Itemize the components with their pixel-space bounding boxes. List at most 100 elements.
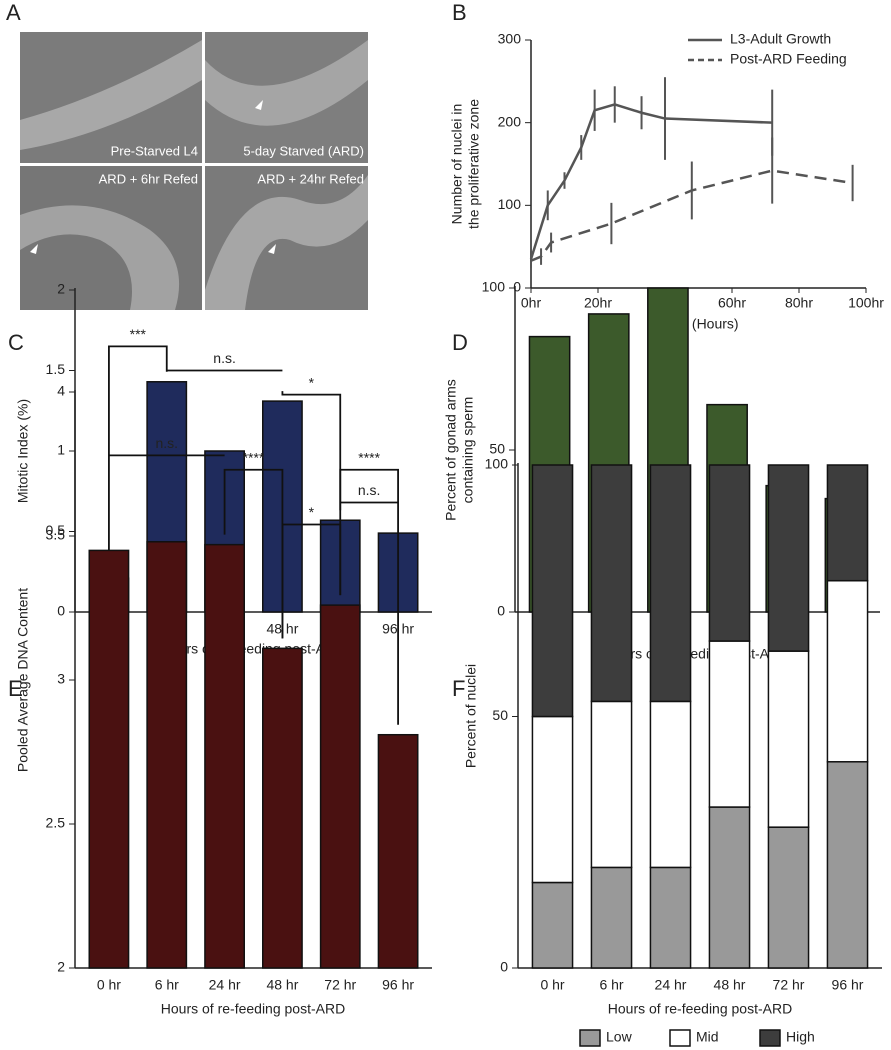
panel-letter: E: [8, 676, 23, 701]
y-tick-label: 0: [497, 603, 505, 619]
y-tick-label: 100: [485, 456, 509, 472]
worm: [20, 40, 202, 150]
y-tick-label: 2: [57, 959, 65, 975]
significance-label: n.s.: [358, 482, 381, 498]
worm: [205, 40, 368, 126]
bar-segment: [708, 806, 751, 969]
x-tick-label: 96 hr: [832, 977, 864, 993]
x-axis-label: Hours of re-feeding post-ARD: [161, 1001, 345, 1017]
x-axis-label: Hours of re-feeding post-ARD: [161, 641, 345, 657]
x-tick-label: 100hr: [848, 295, 884, 311]
x-tick-label: 96 hr: [382, 977, 414, 993]
significance-bracket: [339, 468, 399, 725]
y-tick-label: 2.5: [46, 815, 66, 831]
y-axis-label: Percent of gonad arms: [443, 379, 459, 521]
significance-label: ****: [243, 449, 265, 465]
bar-segment: [649, 464, 692, 703]
x-tick-label: 60hr: [718, 295, 746, 311]
x-tick-label: 48 hr: [266, 977, 298, 993]
panel-letter: A: [6, 0, 21, 25]
x-tick-label: 6 hr: [155, 977, 179, 993]
y-tick-label: 1: [57, 442, 65, 458]
x-tick-label: 0 hr: [540, 977, 564, 993]
y-tick-label: 50: [492, 707, 508, 723]
legend-label: Low: [606, 1029, 633, 1045]
caption: ARD + 6hr Refed: [99, 171, 198, 186]
bar-segment: [531, 464, 574, 718]
y-tick-label: 2: [57, 281, 65, 297]
bar-segment: [590, 464, 633, 703]
significance-label: n.s.: [155, 435, 178, 451]
y-tick-label: 200: [498, 113, 522, 129]
y-axis-label: Mitotic Index (%): [15, 399, 31, 503]
significance-label: *: [309, 504, 315, 520]
legend-label: High: [786, 1029, 815, 1045]
bar: [377, 733, 419, 969]
y-tick-label: 100: [482, 279, 506, 295]
significance-label: *: [309, 374, 315, 390]
y-tick-label: 3: [57, 671, 65, 687]
bar-segment: [826, 464, 869, 582]
caption: 5-day Starved (ARD): [243, 143, 364, 158]
bar: [204, 543, 245, 969]
bar-segment: [767, 464, 810, 652]
x-axis-label: Hours of re-feeding post-ARD: [608, 1001, 792, 1017]
caption: Pre-Starved L4: [111, 143, 198, 158]
bar-segment: [767, 650, 810, 828]
bar-segment: [590, 700, 633, 869]
caption: ARD + 24hr Refed: [257, 171, 364, 186]
micrographs: Pre-Starved L4 5-day Starved (ARD) ARD +…: [20, 32, 380, 310]
y-tick-label: 3.5: [46, 527, 66, 543]
y-tick-label: 300: [498, 31, 522, 47]
y-tick-label: 4: [57, 383, 65, 399]
bar-segment: [708, 640, 751, 808]
y-axis-label: Percent of nuclei: [463, 664, 479, 768]
bar: [88, 549, 130, 969]
bar-segment: [531, 715, 574, 884]
line: [530, 169, 853, 262]
significance-bracket: [281, 391, 342, 511]
y-tick-label: 0: [513, 279, 521, 295]
significance-label: ****: [358, 449, 380, 465]
y-tick-label: 100: [498, 196, 522, 212]
legend-label: Post-ARD Feeding: [730, 51, 847, 67]
legend-label: L3-Adult Growth: [730, 31, 831, 47]
y-tick-label: 0: [57, 603, 65, 619]
panel-letter: C: [8, 330, 24, 355]
y-axis-label: Pooled Average DNA Content: [15, 588, 31, 772]
y-axis-label: the proliferative zone: [466, 99, 482, 229]
bar-segment: [767, 826, 810, 969]
bar-segment: [826, 761, 869, 969]
panel-letter: F: [452, 676, 465, 701]
panel-letter: D: [452, 330, 468, 355]
bar-segment: [590, 866, 633, 969]
bar-segment: [649, 700, 692, 869]
worm: [20, 205, 180, 310]
x-tick-label: 0 hr: [97, 977, 121, 993]
x-tick-label: 24 hr: [655, 977, 687, 993]
legend-swatch: [759, 1029, 781, 1047]
x-axis-label: Hours of re-feeding post-ARD: [605, 646, 789, 662]
y-tick-label: 0: [500, 959, 508, 975]
x-tick-label: 80hr: [785, 295, 813, 311]
bar-segment: [826, 579, 869, 763]
bar-segment: [708, 464, 751, 642]
legend-label: Mid: [696, 1029, 719, 1045]
worm: [205, 175, 368, 310]
bar-segment: [531, 881, 574, 969]
legend-swatch: [669, 1029, 691, 1047]
x-tick-label: 0hr: [521, 295, 542, 311]
y-tick-label: 50: [489, 441, 505, 457]
significance-label: n.s.: [213, 350, 236, 366]
line: [529, 103, 773, 260]
y-tick-label: 1.5: [46, 361, 66, 377]
y-axis-label: containing sperm: [460, 397, 476, 504]
y-tick-label: 0.5: [46, 522, 66, 538]
legend-swatch: [579, 1029, 601, 1047]
x-tick-label: 20hr: [584, 295, 612, 311]
bar: [262, 647, 303, 969]
x-tick-label: 6 hr: [599, 977, 623, 993]
bar: [146, 541, 188, 969]
